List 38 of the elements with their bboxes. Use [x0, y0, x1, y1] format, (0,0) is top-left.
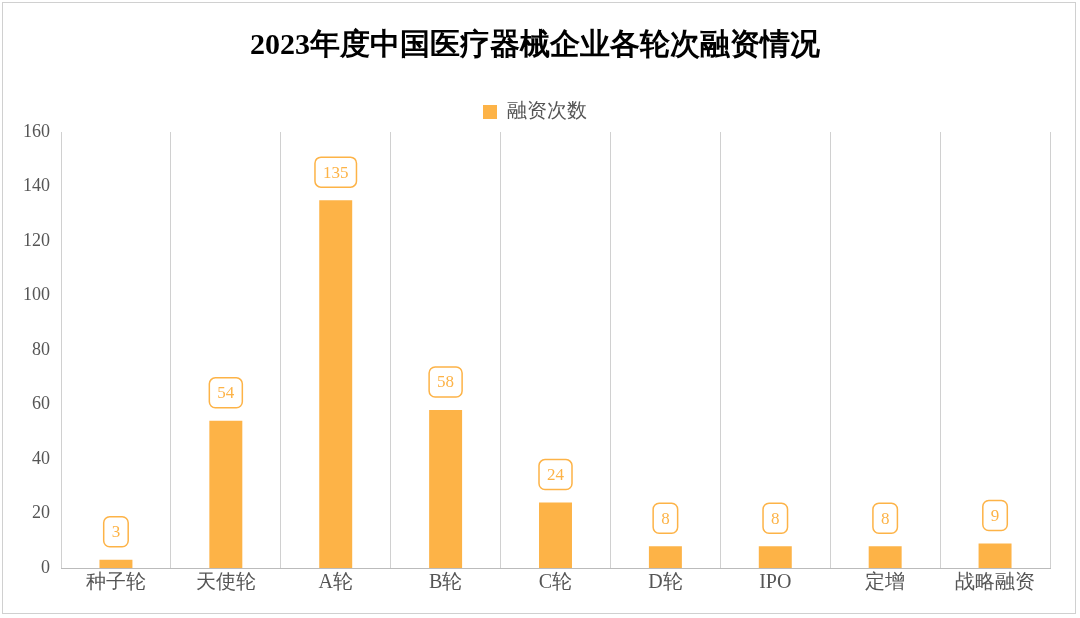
bar — [648, 546, 682, 568]
data-label: 8 — [771, 508, 780, 528]
data-label: 8 — [880, 508, 890, 528]
y-tick-label: 100 — [23, 284, 50, 305]
x-tick-label: 战略融资 — [955, 570, 1036, 593]
bar — [539, 502, 572, 568]
data-label: 8 — [661, 508, 670, 528]
data-label: 135 — [322, 162, 349, 182]
y-tick-label: 60 — [32, 393, 50, 414]
data-label: 9 — [990, 505, 1000, 525]
y-tick-label: 80 — [32, 338, 50, 359]
bar — [978, 543, 1012, 568]
bar — [758, 546, 792, 568]
x-tick-label: 定增 — [865, 570, 906, 593]
data-label: 3 — [111, 522, 121, 542]
data-label: 58 — [437, 372, 455, 392]
y-tick-label: 140 — [23, 175, 50, 196]
x-tick-label: 天使轮 — [195, 570, 256, 593]
x-tick-label: A轮 — [318, 570, 353, 593]
bar — [99, 559, 133, 568]
data-label: 24 — [547, 465, 565, 485]
bar — [429, 409, 463, 568]
x-tick-label: B轮 — [428, 570, 463, 593]
y-tick-label: 40 — [32, 447, 50, 468]
x-tick-label: IPO — [759, 570, 792, 593]
y-tick-label: 0 — [41, 556, 50, 577]
bar — [868, 546, 902, 568]
y-tick-label: 20 — [32, 502, 50, 523]
x-tick-label: C轮 — [538, 570, 573, 593]
data-label: 54 — [217, 383, 235, 403]
bar — [319, 200, 353, 568]
legend-label: 融资次数 — [507, 99, 587, 122]
y-tick-label: 160 — [23, 120, 50, 141]
y-tick-label: 120 — [23, 229, 50, 250]
x-tick-label: 种子轮 — [85, 570, 146, 593]
bar — [209, 420, 243, 568]
x-tick-label: D轮 — [648, 570, 683, 593]
chart-title: 2023年度中国医疗器械企业各轮次融资情况 — [250, 26, 821, 60]
